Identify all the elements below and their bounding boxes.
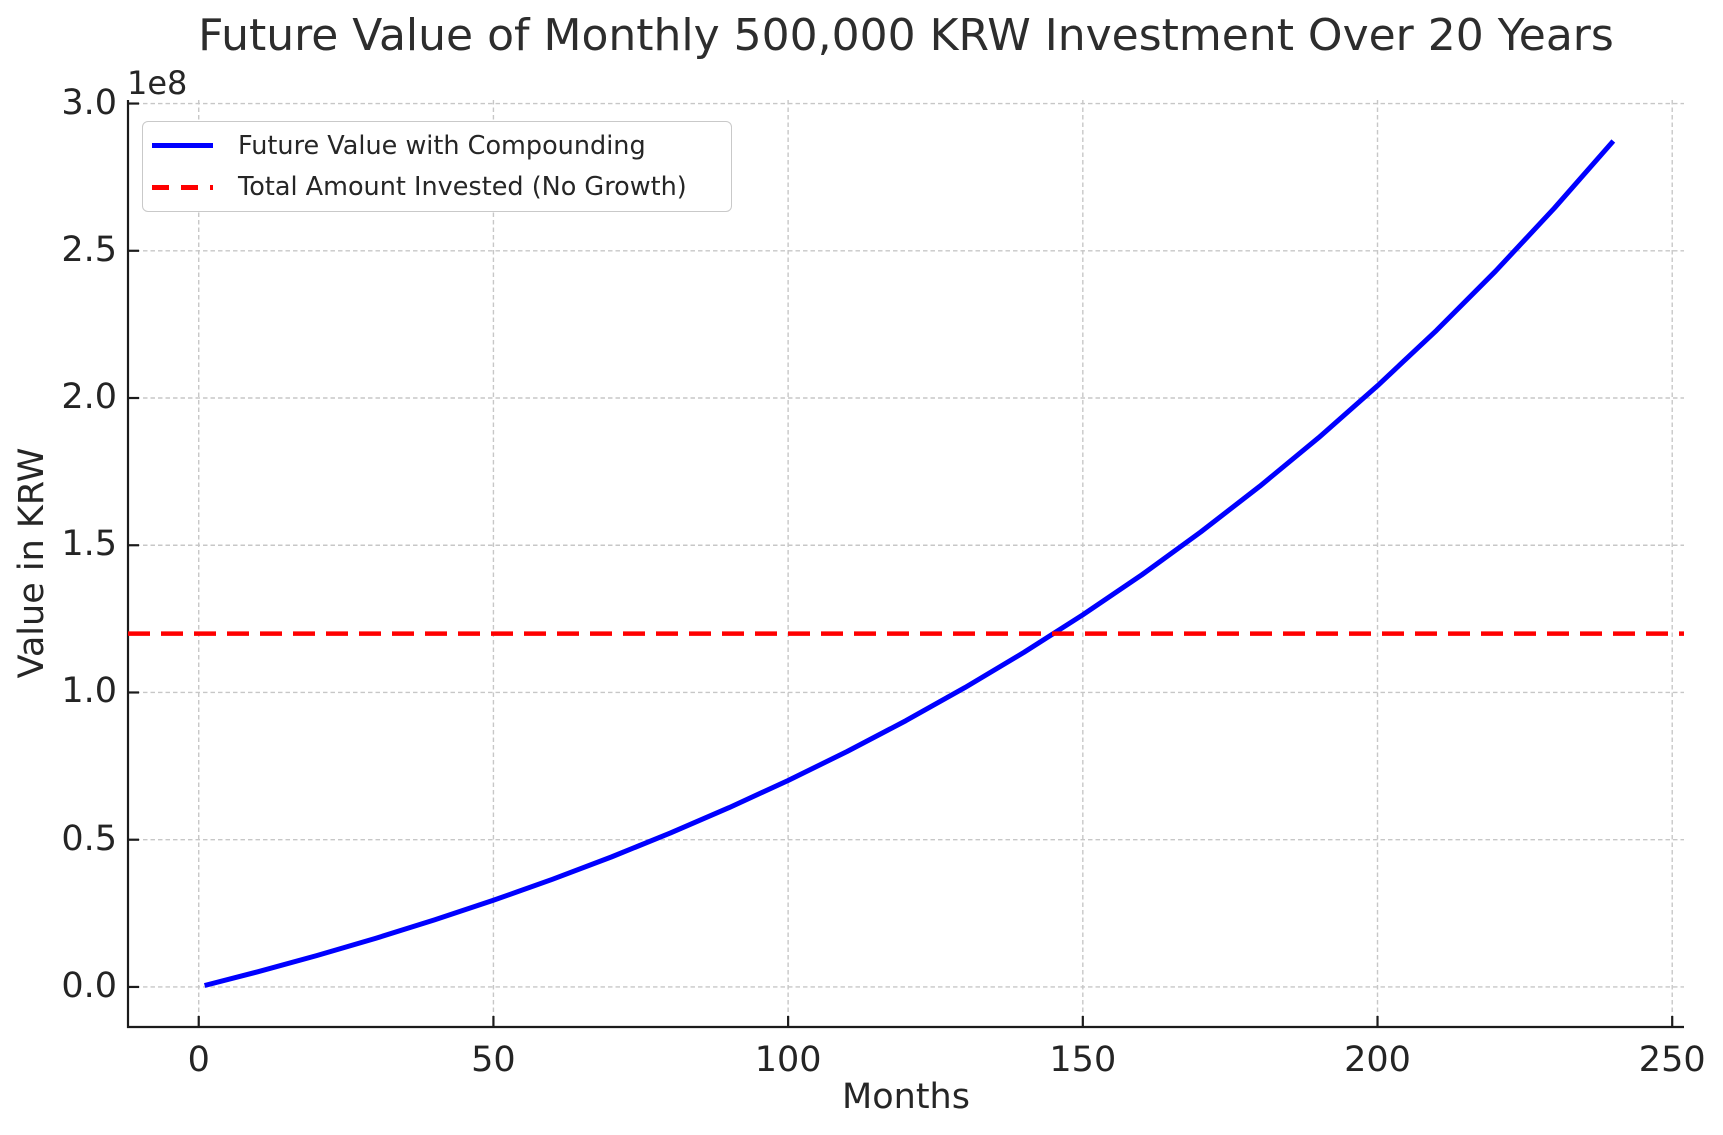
legend-label: Total Amount Invested (No Growth)	[238, 172, 687, 203]
x-tick-label: 0	[187, 1040, 210, 1080]
y-tick-label: 1.0	[61, 671, 117, 712]
legend-dashed-line-icon	[152, 184, 213, 191]
y-tick-label: 2.5	[61, 229, 117, 270]
y-tick-label: 3.0	[61, 82, 117, 123]
legend: Future Value with Compounding Total Amou…	[142, 121, 732, 212]
data-series	[128, 139, 1684, 988]
x-axis-label: Months	[842, 1077, 970, 1117]
x-tick-label: 150	[1049, 1040, 1117, 1080]
y-tick-label: 2.0	[61, 377, 117, 418]
axis-spines	[126, 100, 1684, 1029]
x-tick-label: 50	[471, 1040, 516, 1080]
x-tick-label: 250	[1638, 1040, 1706, 1080]
gridlines	[128, 100, 1684, 1027]
legend-item-invested: Total Amount Invested (No Growth)	[143, 167, 731, 207]
y-tick-label: 0.5	[61, 818, 117, 859]
y-tick-label: 0.0	[61, 966, 117, 1007]
axis-ticks	[128, 102, 1674, 1027]
legend-solid-line-icon	[152, 142, 213, 149]
x-tick-label: 100	[754, 1040, 822, 1080]
x-tick-label: 200	[1344, 1040, 1411, 1080]
legend-item-compounding: Future Value with Compounding	[143, 126, 731, 166]
y-axis-offset-label: 1e8	[127, 64, 188, 102]
y-tick-label: 1.5	[61, 524, 117, 565]
chart-title: Future Value of Monthly 500,000 KRW Inve…	[198, 10, 1614, 61]
legend-label: Future Value with Compounding	[238, 130, 646, 161]
